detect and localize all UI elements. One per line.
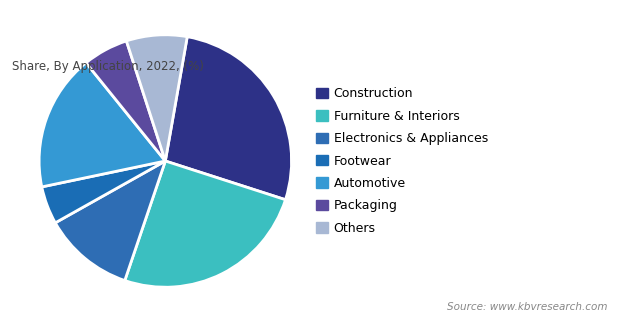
Wedge shape (166, 37, 291, 200)
Wedge shape (125, 161, 285, 287)
Wedge shape (39, 63, 166, 187)
Legend: Construction, Furniture & Interiors, Electronics & Appliances, Footwear, Automot: Construction, Furniture & Interiors, Ele… (316, 87, 488, 235)
Text: Source: www.kbvresearch.com: Source: www.kbvresearch.com (447, 302, 608, 312)
Wedge shape (42, 161, 166, 223)
Wedge shape (86, 41, 166, 161)
Wedge shape (126, 35, 187, 161)
Text: Share, By Application, 2022, (%): Share, By Application, 2022, (%) (12, 60, 204, 72)
Wedge shape (55, 161, 166, 280)
